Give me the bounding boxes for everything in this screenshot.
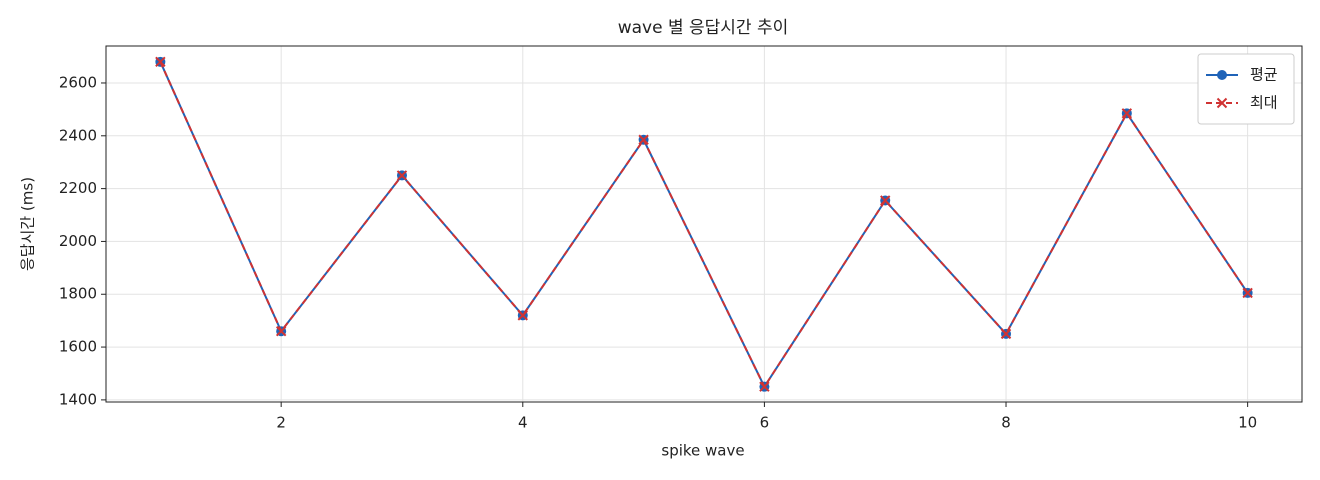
y-tick-label: 1600: [59, 338, 97, 356]
series-line: [159, 61, 1249, 389]
point: [275, 326, 287, 337]
legend-label: 평균: [1250, 66, 1278, 84]
x-axis-label: spike wave: [661, 442, 744, 460]
chart-title: wave 별 응답시간 추이: [618, 18, 789, 38]
point: [638, 134, 649, 145]
plot-frame: [105, 45, 1303, 403]
point: [1000, 328, 1012, 340]
x-tick-label: 6: [760, 414, 770, 432]
point: [1242, 287, 1253, 299]
point: [880, 195, 891, 206]
series-line: [159, 61, 1249, 389]
legend-label: 최대: [1250, 94, 1278, 112]
point: [155, 56, 166, 68]
y-tick-label: 1800: [59, 285, 97, 303]
y-axis-label: 응답시간 (ms): [19, 177, 37, 271]
x-tick-label: 8: [1001, 414, 1011, 432]
x-tick-label: 10: [1238, 414, 1257, 432]
y-tick-label: 1400: [59, 390, 97, 408]
x-tick-label: 2: [276, 414, 286, 432]
legend-marker: [1217, 70, 1227, 80]
point: [1121, 108, 1133, 119]
point: [396, 170, 408, 181]
legend-marker: [1216, 97, 1228, 109]
y-tick-label: 2600: [59, 73, 97, 91]
y-tick-label: 2200: [59, 179, 97, 197]
point: [759, 381, 770, 392]
x-tick-label: 4: [518, 414, 528, 432]
y-tick-label: 2000: [59, 232, 97, 250]
legend-box: [1197, 53, 1295, 125]
point: [517, 310, 528, 321]
y-tick-label: 2400: [59, 126, 97, 144]
